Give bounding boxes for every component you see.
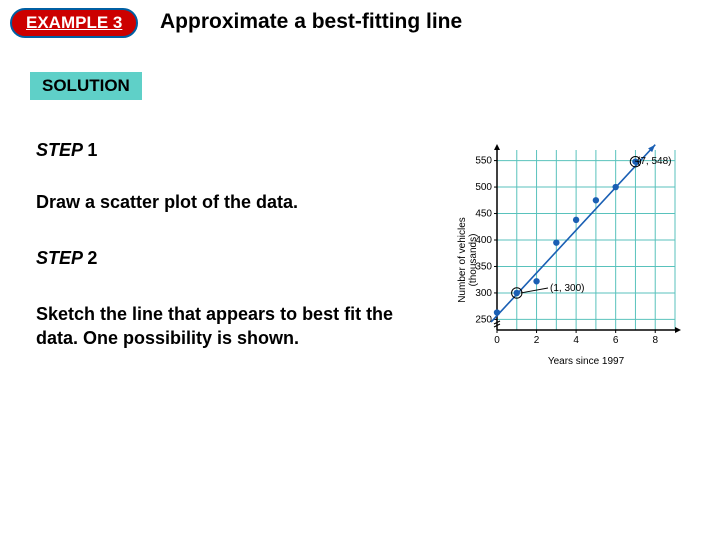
- solution-heading: SOLUTION: [30, 72, 142, 100]
- solution-label: SOLUTION: [42, 76, 130, 95]
- svg-text:8: 8: [652, 335, 658, 346]
- example-badge: EXAMPLE 3: [10, 8, 138, 38]
- chart-svg: 25030035040045050055002468Years since 19…: [455, 142, 685, 367]
- step2-number: 2: [87, 248, 97, 268]
- svg-text:0: 0: [494, 335, 500, 346]
- step2-word: STEP: [36, 248, 82, 268]
- svg-text:500: 500: [475, 182, 492, 193]
- step2-text: Sketch the line that appears to best fit…: [36, 302, 396, 351]
- svg-text:Years since 1997: Years since 1997: [548, 356, 625, 367]
- svg-text:300: 300: [475, 288, 492, 299]
- scatter-chart: 25030035040045050055002468Years since 19…: [455, 142, 685, 367]
- step1-word: STEP: [36, 140, 82, 160]
- svg-text:550: 550: [475, 156, 492, 167]
- svg-text:6: 6: [613, 335, 619, 346]
- svg-text:(thousands): (thousands): [468, 234, 479, 287]
- page-title: Approximate a best-fitting line: [160, 10, 462, 34]
- svg-text:(7, 548): (7, 548): [637, 156, 671, 167]
- svg-text:2: 2: [534, 335, 540, 346]
- step2-label: STEP 2: [36, 248, 97, 269]
- svg-text:450: 450: [475, 209, 492, 220]
- svg-text:(1, 300): (1, 300): [550, 283, 584, 294]
- svg-text:4: 4: [573, 335, 579, 346]
- svg-text:Number of vehicles: Number of vehicles: [457, 217, 468, 303]
- step1-label: STEP 1: [36, 140, 97, 161]
- svg-text:250: 250: [475, 314, 492, 325]
- step1-text: Draw a scatter plot of the data.: [36, 192, 298, 213]
- step1-number: 1: [87, 140, 97, 160]
